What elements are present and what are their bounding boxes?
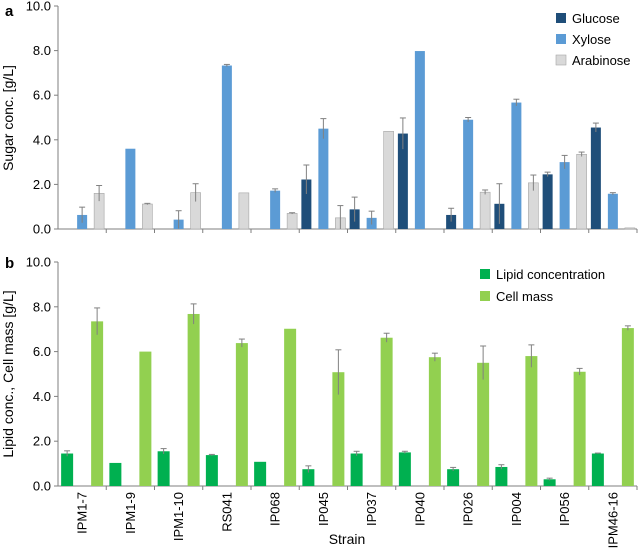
panel-a-bar-glucose-ip026 — [446, 214, 457, 229]
panel-a-bars — [77, 51, 638, 233]
panel-a-bar-glucose-ip045 — [301, 179, 312, 229]
panel-a-y-tick-label: 0.0 — [33, 222, 51, 237]
panel-b-bar-lipid-concentration-ip045 — [302, 469, 315, 486]
panel-b-y-tick-label: 10.0 — [26, 255, 51, 270]
panel-a-bar-xylose-ipm1-9 — [125, 148, 136, 229]
panel-a-bar-arabinose-rs041 — [238, 192, 250, 230]
panel-a-bar-arabinose-ipm46-16 — [624, 227, 636, 230]
panel-b-y-tick-label: 6.0 — [33, 344, 51, 359]
panel-a-bar-arabinose-ip037 — [383, 131, 394, 230]
panel-a-y-ticks: 0.0 2.0 4.0 6.0 8.0 10.0 — [26, 0, 58, 237]
panel-a-bar-arabinose-ip026 — [479, 191, 491, 230]
panel-a-legend-swatch-arabinose — [555, 54, 567, 66]
panel-b-legend: Lipid concentration Cell mass — [480, 267, 605, 304]
panel-b-bars — [61, 303, 638, 490]
panel-b-bar-cell-mass-ip056 — [573, 371, 586, 486]
panel-b-bar-lipid-concentration-ipm1-7 — [61, 453, 74, 486]
panel-b-lipid-chart: b Lipid conc., Cell mass [g/L] 0.0 2.0 4.0… — [0, 255, 638, 548]
panel-b-xlabel: Strain — [329, 531, 366, 547]
panel-b-bar-cell-mass-ip026 — [477, 362, 490, 486]
panel-a-bar-xylose-ip026 — [463, 119, 474, 229]
panel-a-y-tick-label: 8.0 — [33, 43, 51, 58]
panel-b-y-tick-label: 0.0 — [33, 479, 51, 494]
panel-a-bar-glucose-ip040 — [397, 133, 408, 229]
panel-b-bar-cell-mass-ipm46-16 — [621, 328, 634, 486]
panel-b-bar-cell-mass-ipm1-10 — [187, 313, 200, 486]
panel-b-bar-lipid-concentration-ipm1-10 — [157, 451, 170, 486]
panel-b-y-tick-label: 2.0 — [33, 434, 51, 449]
x-tick-label-ip056: IP056 — [557, 492, 572, 526]
panel-a-y-tick-label: 6.0 — [33, 88, 51, 103]
panel-a-bar-xylose-ip045 — [318, 128, 329, 229]
panel-a-bar-xylose-ip040 — [414, 51, 425, 229]
panel-a-y-tick-label: 2.0 — [33, 177, 51, 192]
panel-a-label: a — [5, 3, 14, 20]
x-tick-label-ipm1-10: IPM1-10 — [171, 492, 186, 541]
panel-b-bar-cell-mass-ip068 — [284, 328, 297, 486]
panel-a-ylabel: Sugar conc. [g/L] — [0, 65, 16, 171]
panel-b-bar-lipid-concentration-ip026 — [447, 469, 460, 486]
panel-b-bar-lipid-concentration-ip040 — [398, 452, 411, 486]
x-tick-label-ip040: IP040 — [412, 492, 427, 526]
x-tick-label-ip026: IP026 — [461, 492, 476, 526]
panel-a-bar-glucose-ipm46-16 — [590, 127, 601, 229]
panel-b-legend-swatch-cell-mass — [480, 291, 490, 301]
panel-a-bar-arabinose-ip068 — [286, 213, 298, 230]
panel-a-bar-arabinose-ipm1-9 — [142, 203, 153, 230]
panel-a-bar-xylose-ipm46-16 — [607, 193, 618, 229]
panel-b-legend-label-cell-mass: Cell mass — [496, 289, 554, 304]
panel-b-bar-lipid-concentration-ip037 — [350, 453, 363, 486]
panel-b-bar-cell-mass-rs041 — [235, 343, 248, 486]
panel-b-y-tick-label: 8.0 — [33, 299, 51, 314]
panel-b-bar-cell-mass-ipm1-9 — [139, 351, 152, 486]
panel-a-bar-glucose-ip056 — [542, 174, 553, 229]
panel-b-bar-cell-mass-ip040 — [428, 357, 441, 486]
panel-b-bar-lipid-concentration-ip068 — [254, 461, 267, 486]
x-tick-label-ip045: IP045 — [316, 492, 331, 526]
x-tick-label-ip037: IP037 — [364, 492, 379, 526]
panel-a-bar-xylose-ip056 — [559, 162, 570, 229]
panel-b-legend-swatch-lipid-concentration — [480, 269, 490, 279]
panel-b-ylabel: Lipid conc., Cell mass [g/L] — [0, 290, 16, 457]
panel-b-y-tick-label: 4.0 — [33, 389, 51, 404]
panel-b-bar-lipid-concentration-ip056 — [543, 479, 556, 486]
panel-a-bar-xylose-ip068 — [270, 190, 281, 229]
panel-b-bar-lipid-concentration-ipm1-9 — [109, 462, 122, 486]
panel-a-legend-label-xylose: Xylose — [572, 32, 611, 47]
panel-b-bar-cell-mass-ipm1-7 — [91, 321, 104, 486]
panel-a-legend-label-arabinose: Arabinose — [572, 53, 631, 68]
panel-b-y-ticks: 0.0 2.0 4.0 6.0 8.0 10.0 — [26, 255, 58, 494]
x-tick-label-ip068: IP068 — [268, 492, 283, 526]
panel-b-legend-label-lipid-concentration: Lipid concentration — [496, 267, 605, 282]
panel-b-x-tick-labels: IPM1-7 IPM1-9 IPM1-10 RS041 IP068 IP045 IP037 I… — [75, 492, 621, 548]
panel-b-bar-lipid-concentration-rs041 — [205, 455, 218, 486]
panel-a-bar-xylose-ip004 — [511, 102, 522, 229]
x-tick-label-ip004: IP004 — [509, 492, 524, 526]
panel-b-bar-lipid-concentration-ip004 — [495, 466, 508, 486]
panel-a-y-tick-label: 10.0 — [26, 0, 51, 14]
panel-b-label: b — [5, 255, 14, 272]
x-tick-label-ipm46-16: IPM46-16 — [605, 492, 620, 548]
panel-a-bar-arabinose-ip056 — [576, 153, 587, 230]
panel-b-bar-cell-mass-ip045 — [332, 372, 345, 486]
panel-b-bar-cell-mass-ip037 — [380, 337, 393, 486]
x-tick-label-rs041: RS041 — [219, 492, 234, 532]
panel-a-legend-swatch-glucose — [556, 13, 566, 23]
panel-b-bar-cell-mass-ip004 — [525, 356, 538, 486]
panel-a-legend-label-glucose: Glucose — [572, 11, 620, 26]
panel-a-legend-swatch-xylose — [556, 34, 566, 44]
panel-a-bar-xylose-rs041 — [221, 65, 232, 229]
panel-a-sugar-chart: a Sugar conc. [g/L] 0.02.04.06.08.010.0 … — [0, 0, 638, 237]
panel-b-bar-lipid-concentration-ipm46-16 — [591, 453, 604, 486]
panel-a-y-tick-label: 4.0 — [33, 132, 51, 147]
panel-a-legend: Glucose Xylose Arabinose — [555, 11, 631, 68]
x-tick-label-ipm1-7: IPM1-7 — [75, 492, 90, 534]
x-tick-label-ipm1-9: IPM1-9 — [123, 492, 138, 534]
